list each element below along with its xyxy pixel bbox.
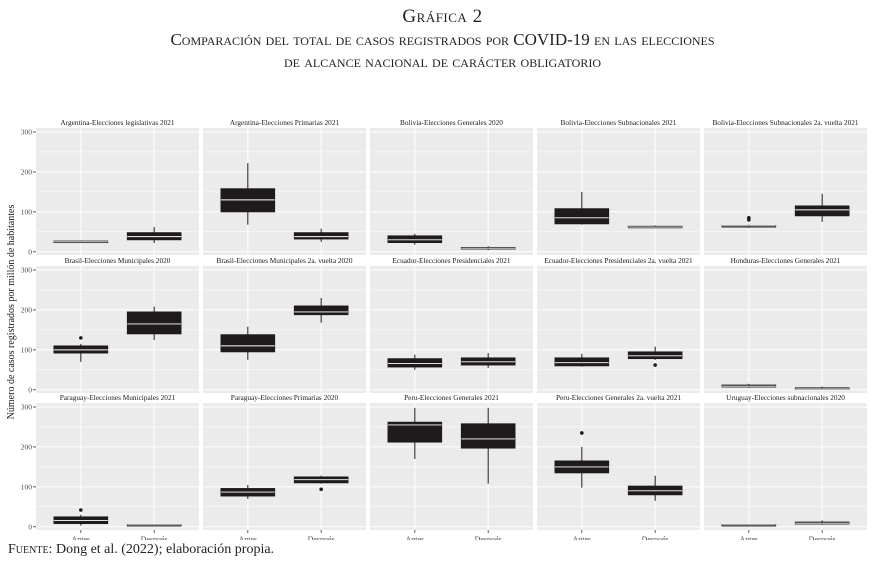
panel-background bbox=[704, 266, 867, 393]
panel-title: Bolivia-Elecciones Subnacionales 2a. vue… bbox=[712, 118, 858, 127]
panel-title: Peru-Elecciones Generales 2021 bbox=[404, 393, 499, 402]
panel-title: Ecuador-Elecciones Presidenciales 2a. vu… bbox=[544, 256, 693, 265]
panel-title: Paraguay-Elecciones Primarias 2020 bbox=[231, 393, 339, 402]
panel-title: Paraguay-Elecciones Municipales 2021 bbox=[60, 393, 176, 402]
panel-title: Brasil-Elecciones Municipales 2020 bbox=[65, 256, 171, 265]
x-tick-label: Después bbox=[141, 535, 168, 540]
chart-panel: Paraguay-Elecciones Municipales 2021 0 100… bbox=[21, 393, 199, 540]
box-body bbox=[554, 357, 610, 367]
y-tick-label: 200 bbox=[21, 442, 33, 451]
figure-title-line1: Gráfica 2 bbox=[402, 6, 483, 27]
chart-panel: Bolivia-Elecciones Generales 2020 bbox=[370, 118, 533, 255]
panel-background bbox=[203, 403, 366, 530]
box-outlier-point bbox=[580, 431, 584, 435]
panel-title: Uruguay-Elecciones subnacionales 2020 bbox=[726, 393, 845, 402]
panel-title: Peru-Elecciones Generales 2a. vuelta 202… bbox=[556, 393, 681, 402]
panel-background bbox=[36, 403, 199, 530]
box-body bbox=[293, 232, 349, 240]
panel-title: Brasil-Elecciones Municipales 2a. vuelta… bbox=[217, 256, 353, 265]
box-body bbox=[554, 208, 610, 225]
chart-panel: Peru-Elecciones Generales 2a. vuelta 202… bbox=[537, 393, 700, 540]
panel-title: Honduras-Elecciones Generales 2021 bbox=[731, 256, 841, 265]
x-tick-label: Después bbox=[308, 535, 335, 540]
box-body bbox=[387, 421, 443, 443]
y-tick-label: 0 bbox=[28, 522, 32, 531]
y-tick-label: 300 bbox=[21, 127, 33, 136]
x-tick-label: Antes bbox=[739, 535, 758, 540]
box-body bbox=[293, 305, 349, 316]
box-outlier-point bbox=[79, 508, 83, 512]
panel-background bbox=[704, 403, 867, 530]
chart-panel: Brasil-Elecciones Municipales 2a. vuelta… bbox=[203, 256, 366, 393]
panel-background bbox=[370, 266, 533, 393]
panel-background bbox=[370, 128, 533, 255]
chart-panel: Brasil-Elecciones Municipales 2020 0 100 20… bbox=[21, 256, 199, 394]
chart-panel: Peru-Elecciones Generales 2021 Antes Despu… bbox=[370, 393, 533, 540]
x-tick-label: Después bbox=[642, 535, 669, 540]
y-tick-label: 0 bbox=[28, 247, 32, 256]
box-outlier-point bbox=[79, 336, 83, 340]
box-body bbox=[387, 358, 443, 368]
panels-layer: Argentina-Elecciones legislativas 2021 0 1… bbox=[21, 118, 867, 540]
box-outlier-point bbox=[653, 363, 657, 367]
chart-panel: Bolivia-Elecciones Subnacionales 2021 bbox=[537, 118, 700, 255]
figure-title-line3: de alcance nacional de carácter obligato… bbox=[283, 52, 602, 71]
panel-background bbox=[704, 128, 867, 255]
panel-title: Argentina-Elecciones legislativas 2021 bbox=[60, 118, 175, 127]
box-body bbox=[627, 351, 683, 360]
x-tick-label: Antes bbox=[238, 535, 257, 540]
y-tick-label: 100 bbox=[21, 207, 33, 216]
source-text: Dong et al. (2022); elaboración propia. bbox=[52, 542, 275, 557]
chart-panel: Honduras-Elecciones Generales 2021 bbox=[704, 256, 867, 393]
chart-panel: Argentina-Elecciones Primarias 2021 bbox=[203, 118, 366, 255]
x-tick-label: Antes bbox=[71, 535, 90, 540]
box-body bbox=[220, 334, 276, 353]
panel-title: Bolivia-Elecciones Subnacionales 2021 bbox=[561, 118, 677, 127]
box-body bbox=[126, 311, 182, 335]
y-axis-label: Número de casos registrados por millón d… bbox=[6, 205, 17, 420]
x-tick-label: Después bbox=[475, 535, 502, 540]
y-tick-label: 300 bbox=[21, 402, 33, 411]
boxplot-grid-chart: Número de casos registrados por millón d… bbox=[6, 118, 867, 540]
figure-title: Gráfica 2 Comparación del total de casos… bbox=[0, 6, 885, 73]
panel-title: Ecuador-Elecciones Presidenciales 2021 bbox=[392, 256, 511, 265]
chart-panel: Paraguay-Elecciones Primarias 2020 Antes D… bbox=[203, 393, 366, 540]
box-outlier-point bbox=[319, 487, 323, 492]
source-note: Fuente: Dong et al. (2022); elaboración … bbox=[8, 542, 274, 558]
chart-panel: Uruguay-Elecciones subnacionales 2020 Ant… bbox=[704, 393, 867, 540]
y-tick-label: 100 bbox=[21, 482, 33, 491]
y-tick-label: 100 bbox=[21, 345, 33, 354]
panel-title: Bolivia-Elecciones Generales 2020 bbox=[400, 118, 503, 127]
y-tick-label: 0 bbox=[28, 385, 32, 394]
panel-background bbox=[203, 266, 366, 393]
chart-panel: Ecuador-Elecciones Presidenciales 2021 bbox=[370, 256, 533, 393]
y-tick-label: 300 bbox=[21, 265, 33, 274]
x-tick-label: Después bbox=[809, 535, 836, 540]
box-body bbox=[387, 235, 443, 244]
x-tick-label: Antes bbox=[405, 535, 424, 540]
y-tick-label: 200 bbox=[21, 167, 33, 176]
chart-panel: Ecuador-Elecciones Presidenciales 2a. vu… bbox=[537, 256, 700, 393]
panel-background bbox=[537, 128, 700, 255]
box-outlier-point bbox=[747, 216, 751, 220]
box-body bbox=[794, 205, 850, 217]
source-lead: Fuente: bbox=[8, 542, 53, 557]
box-body bbox=[460, 423, 516, 449]
panel-title: Argentina-Elecciones Primarias 2021 bbox=[230, 118, 340, 127]
y-tick-label: 200 bbox=[21, 305, 33, 314]
figure-title-line2: Comparación del total de casos registrad… bbox=[170, 30, 715, 49]
x-tick-label: Antes bbox=[572, 535, 591, 540]
panel-background bbox=[537, 266, 700, 393]
chart-panel: Bolivia-Elecciones Subnacionales 2a. vue… bbox=[704, 118, 867, 255]
chart-panel: Argentina-Elecciones legislativas 2021 0 1… bbox=[21, 118, 199, 256]
